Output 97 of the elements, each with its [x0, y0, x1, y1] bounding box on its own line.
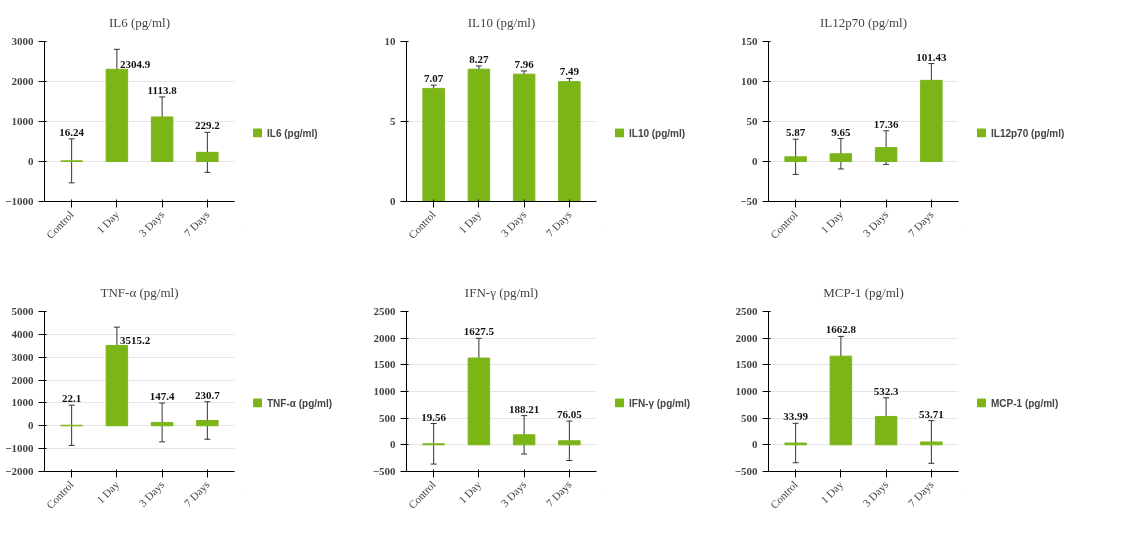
data-label: 230.7 — [194, 388, 221, 401]
y-tick-label: −500 — [734, 465, 758, 477]
bar — [920, 441, 943, 446]
data-label: 17.36 — [873, 117, 899, 130]
bar — [467, 68, 491, 202]
y-tick-label: 0 — [390, 438, 396, 451]
data-label: 53.71 — [918, 407, 944, 420]
data-label: 1113.8 — [147, 83, 178, 96]
y-tick-label: 2000 — [11, 373, 34, 386]
legend-label: IL12p70 (pg/ml) — [991, 127, 1065, 138]
data-label: 7.07 — [424, 72, 444, 85]
data-label: 1662.8 — [825, 323, 857, 336]
data-label: 188.21 — [508, 402, 540, 415]
bar — [422, 87, 445, 202]
y-tick-label: 2000 — [11, 75, 34, 87]
data-label: 7.96 — [514, 57, 535, 70]
data-label: 33.99 — [783, 410, 809, 423]
data-label: 147.4 — [149, 389, 175, 402]
y-tick-label: 3000 — [11, 35, 34, 47]
x-tick-label: 1 Day — [456, 477, 484, 506]
y-tick-label: −50 — [740, 195, 758, 207]
y-tick-label: 1000 — [735, 385, 758, 397]
data-label: 22.1 — [62, 392, 82, 405]
chart-title: MCP-1 (pg/ml) — [823, 284, 904, 300]
data-label: 1627.5 — [463, 325, 495, 338]
bar — [784, 156, 807, 162]
y-tick-label: 3000 — [11, 350, 34, 363]
bar — [150, 421, 174, 427]
data-label: 8.27 — [469, 52, 490, 65]
y-tick-label: 2500 — [735, 305, 758, 317]
y-tick-label: 1500 — [735, 358, 758, 371]
y-tick-label: 2000 — [735, 331, 758, 344]
bar — [196, 420, 219, 427]
legend-label: IFN-γ (pg/ml) — [629, 397, 691, 408]
y-tick-label: 1000 — [11, 115, 34, 127]
x-tick-label: 1 Day — [456, 207, 484, 236]
y-tick-label: 50 — [746, 115, 758, 127]
bar — [512, 73, 536, 202]
y-tick-label: −500 — [372, 465, 396, 477]
data-label: 5.87 — [786, 126, 806, 139]
y-tick-label: 500 — [741, 411, 758, 424]
bar — [874, 147, 898, 162]
data-label: 9.65 — [831, 125, 852, 138]
y-tick-label: 0 — [390, 195, 396, 207]
data-label: 16.24 — [59, 125, 85, 138]
y-tick-label: 5000 — [11, 305, 34, 317]
y-tick-label: 0 — [752, 438, 758, 451]
y-tick-label: 0 — [28, 419, 34, 432]
chart-title: IL12p70 (pg/ml) — [819, 14, 908, 30]
data-label: 229.2 — [194, 119, 221, 132]
x-tick-label: 1 Day — [94, 207, 122, 236]
y-tick-label: 0 — [752, 155, 758, 167]
y-tick-label: 10 — [384, 35, 396, 47]
legend-label: MCP-1 (pg/ml) — [991, 397, 1059, 408]
y-tick-label: 1000 — [11, 396, 34, 409]
chart-title: IL10 (pg/ml) — [467, 14, 536, 30]
y-tick-label: 500 — [379, 411, 396, 424]
legend-label: IL6 (pg/ml) — [267, 127, 318, 138]
bar — [558, 81, 581, 202]
y-tick-label: −1000 — [5, 442, 34, 455]
y-tick-label: 150 — [741, 35, 758, 47]
y-tick-label: 5 — [390, 115, 396, 127]
legend-label: IL10 (pg/ml) — [629, 127, 686, 138]
y-tick-label: 2500 — [373, 305, 396, 317]
y-tick-label: −1000 — [5, 195, 34, 207]
y-tick-label: −2000 — [5, 465, 34, 477]
chart-title: IL6 (pg/ml) — [108, 14, 171, 30]
x-tick-label: 1 Day — [818, 477, 846, 506]
bar — [558, 440, 581, 446]
legend-label: TNF-α (pg/ml) — [267, 397, 333, 408]
data-label: 76.05 — [556, 408, 583, 421]
bar — [512, 434, 536, 446]
data-label: 532.3 — [873, 384, 899, 397]
bar — [829, 153, 853, 162]
data-label: 3515.2 — [119, 334, 151, 347]
bar — [150, 116, 174, 162]
data-label: 19.56 — [421, 410, 447, 423]
data-label: 2304.9 — [119, 58, 151, 71]
y-tick-label: 4000 — [11, 327, 34, 340]
x-tick-label: 1 Day — [818, 207, 846, 236]
y-tick-label: 2000 — [373, 331, 396, 344]
data-label: 7.49 — [559, 65, 580, 78]
bar — [105, 344, 129, 427]
bar — [920, 79, 943, 162]
bar — [829, 355, 853, 446]
y-tick-label: 1000 — [373, 385, 396, 397]
data-label: 101.43 — [916, 50, 947, 63]
y-tick-label: 0 — [28, 155, 34, 167]
bar — [105, 68, 129, 162]
bar — [874, 415, 898, 446]
x-tick-label: 1 Day — [94, 477, 122, 506]
chart-title: TNF-α (pg/ml) — [100, 284, 179, 300]
bar — [196, 151, 219, 162]
y-tick-label: 100 — [741, 75, 758, 87]
y-tick-label: 1500 — [373, 358, 396, 371]
bar — [467, 357, 491, 446]
chart-title: IFN-γ (pg/ml) — [464, 284, 539, 300]
